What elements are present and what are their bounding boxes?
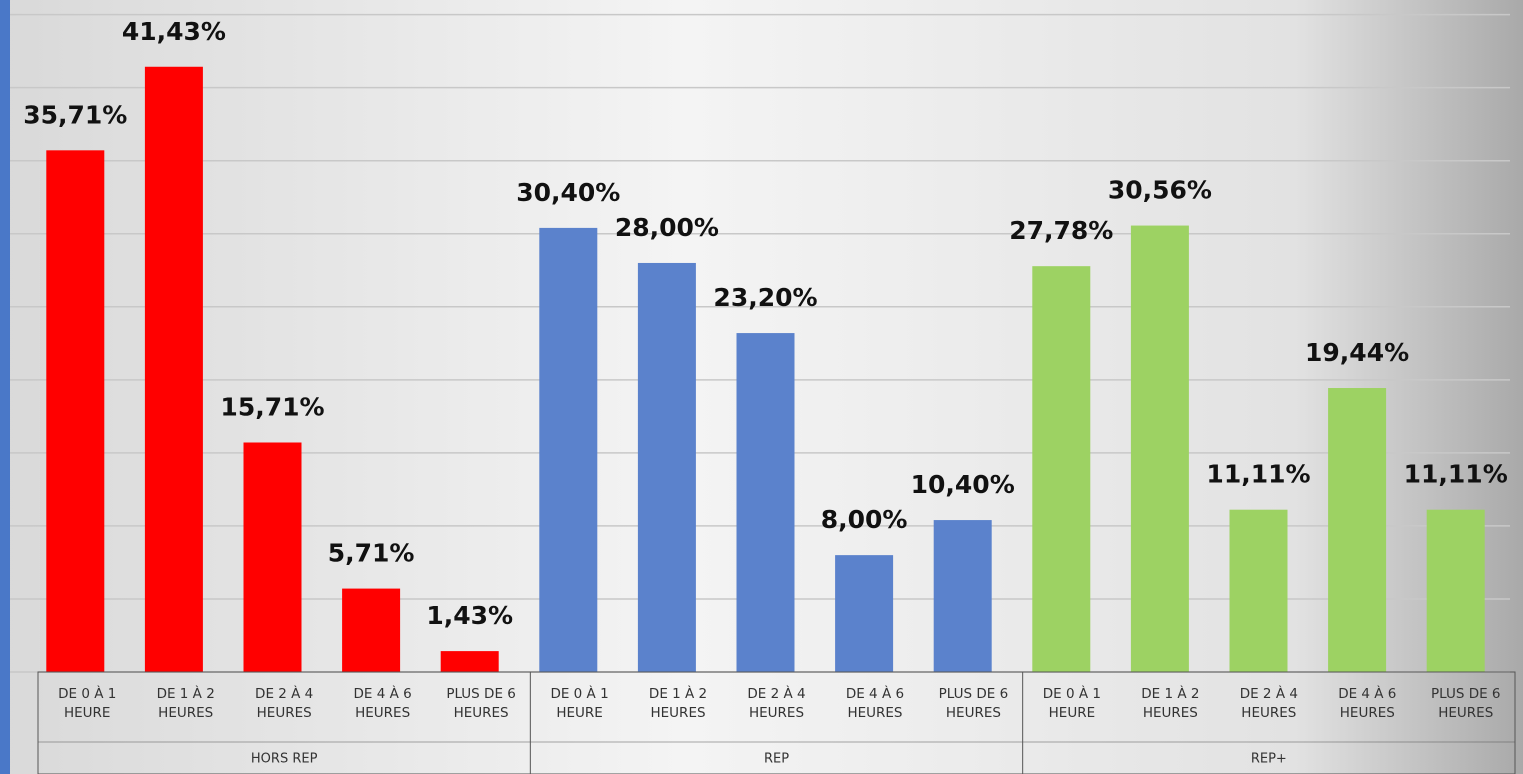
group-label: REP [764, 752, 789, 767]
x-tick-label: DE 4 À 6 HEURES [354, 685, 412, 721]
bar [835, 555, 894, 672]
bar [1328, 388, 1387, 672]
x-tick-label: DE 0 À 1 HEURE [1043, 685, 1101, 721]
bar [736, 333, 795, 672]
data-label: 35,71% [23, 100, 127, 129]
x-tick-label: PLUS DE 6 HEURES [939, 686, 1009, 721]
bar [243, 442, 302, 672]
x-tick-label: DE 0 À 1 HEURE [58, 685, 116, 721]
data-label: 1,43% [426, 601, 513, 630]
bar [637, 262, 696, 672]
data-label: 11,11% [1404, 460, 1508, 489]
bar [1229, 509, 1288, 672]
x-tick-label: DE 1 À 2 HEURES [157, 685, 215, 721]
x-tick-label: DE 0 À 1 HEURE [550, 685, 608, 721]
x-tick-label: DE 4 À 6 HEURES [846, 685, 904, 721]
x-tick-label: PLUS DE 6 HEURES [446, 686, 516, 721]
data-label: 15,71% [220, 392, 324, 421]
data-label: 28,00% [615, 213, 719, 242]
x-tick-label: DE 1 À 2 HEURES [1141, 685, 1199, 721]
bar [1130, 225, 1189, 672]
data-label: 10,40% [911, 470, 1015, 499]
group-label: HORS REP [251, 752, 318, 767]
x-tick-label: DE 1 À 2 HEURES [649, 685, 707, 721]
x-tick-label: DE 2 À 4 HEURES [255, 685, 313, 721]
data-label: 8,00% [821, 505, 908, 534]
data-label: 23,20% [713, 283, 817, 312]
data-label: 19,44% [1305, 338, 1409, 367]
x-tick-label: DE 2 À 4 HEURES [1240, 685, 1298, 721]
x-tick-label: DE 2 À 4 HEURES [747, 685, 805, 721]
data-label: 30,56% [1108, 176, 1212, 205]
x-tick-label: DE 4 À 6 HEURES [1338, 685, 1396, 721]
bar [1032, 266, 1091, 672]
bar [539, 227, 598, 673]
bar [933, 520, 992, 672]
left-edge [0, 0, 10, 774]
group-label: REP+ [1251, 752, 1287, 767]
bar [144, 66, 203, 673]
bar [440, 651, 499, 672]
bar [1426, 509, 1485, 672]
bar [46, 150, 105, 672]
data-label: 27,78% [1009, 216, 1113, 245]
bar [342, 588, 401, 672]
x-tick-label: PLUS DE 6 HEURES [1431, 686, 1501, 721]
data-label: 11,11% [1206, 460, 1310, 489]
data-label: 41,43% [122, 17, 226, 46]
data-label: 5,71% [328, 539, 415, 568]
data-label: 30,40% [516, 178, 620, 207]
